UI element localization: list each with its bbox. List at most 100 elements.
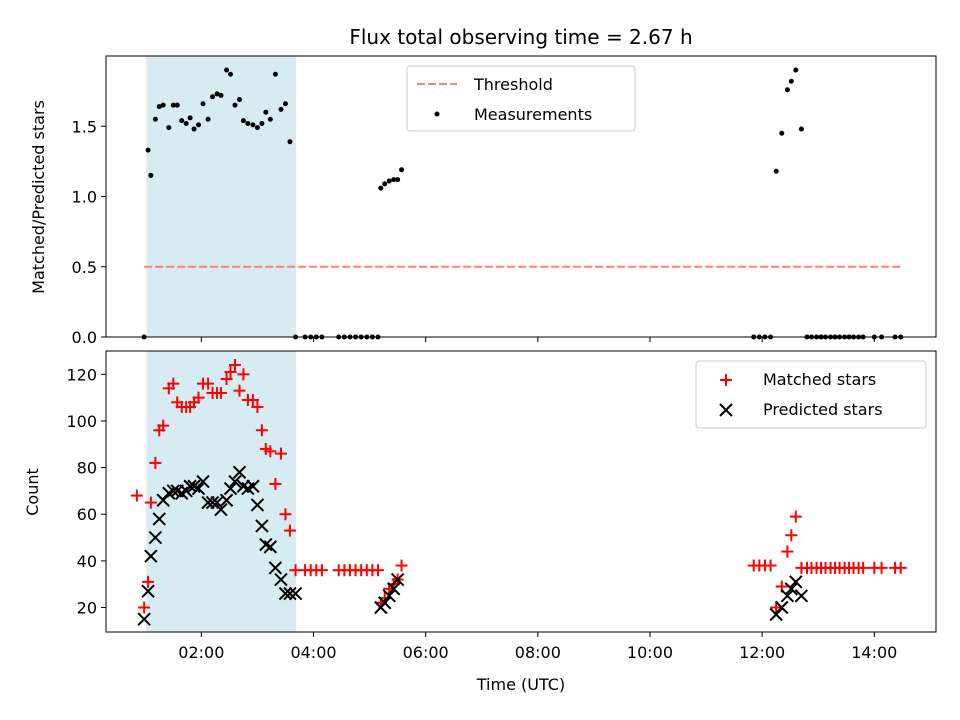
measurements-point: [391, 177, 397, 183]
matched-stars-point: [264, 445, 277, 458]
measurements-point: [200, 101, 206, 107]
ratio-y-axis-label: Matched/Predicted stars: [29, 100, 48, 294]
predicted-stars-point: [288, 586, 303, 601]
ratio-x-ticks: [200, 337, 875, 342]
measurements-point: [267, 116, 273, 122]
predicted-stars-point: [232, 465, 247, 479]
predicted-stars-point: [794, 589, 809, 603]
counts-y-axis-label: Count: [23, 468, 42, 516]
measurements-point: [272, 71, 278, 77]
y-tick-label: 0.5: [72, 258, 97, 277]
measurements-point: [386, 178, 392, 184]
measurements-point: [170, 102, 176, 108]
ratio-y-axis: 0.0 0.5 1.0 1.5: [72, 117, 106, 347]
measurements-point: [263, 109, 269, 115]
predicted-stars-point: [246, 479, 260, 493]
predicted-stars-point: [274, 572, 288, 587]
measurements-point: [395, 177, 401, 183]
observing-window-shade: [146, 56, 297, 337]
counts-y-axis: 20 40 60 80 100 120: [66, 365, 106, 618]
measurements-point: [232, 102, 238, 108]
matched-stars-point: [233, 384, 246, 397]
matched-stars-point: [894, 561, 907, 574]
predicted-stars-point: [214, 502, 228, 517]
matched-stars-point: [371, 564, 384, 577]
measurements-point: [278, 106, 284, 112]
counts-legend: Matched stars Predicted stars: [695, 360, 927, 429]
measurements-point: [399, 167, 405, 173]
matched-stars-legend-swatch: [720, 374, 732, 386]
measurements-point: [148, 172, 154, 178]
measurements-point: [382, 181, 388, 187]
x-tick-label: 04:00: [290, 643, 336, 662]
y-tick-label: 0.0: [72, 328, 97, 347]
matched-stars-point: [789, 510, 802, 523]
measurements-point: [183, 120, 189, 126]
x-tick-label: 12:00: [739, 643, 785, 662]
measurements-point: [240, 118, 246, 124]
measurements-point: [287, 139, 293, 145]
measurements-point: [779, 130, 785, 136]
matched-stars-point: [220, 372, 233, 385]
matched-stars-point: [130, 489, 143, 502]
x-tick-label: 10:00: [627, 643, 673, 662]
predicted-stars-point: [223, 481, 238, 496]
predicted-stars-point: [382, 589, 396, 603]
measurements-point: [259, 120, 265, 126]
measurements-point: [378, 185, 384, 191]
counts-plot-area: [130, 358, 907, 626]
matched-stars-point: [228, 358, 241, 371]
measurements-legend-swatch: [434, 111, 440, 117]
matched-stars-point: [315, 564, 328, 577]
x-axis-label: Time (UTC): [476, 675, 565, 694]
matched-stars-point: [279, 508, 292, 521]
predicted-stars-point: [789, 575, 803, 589]
predicted-stars-point: [148, 530, 163, 545]
matched-stars-point: [255, 424, 268, 437]
x-tick-label: 08:00: [515, 643, 561, 662]
matched-stars-point: [269, 477, 282, 490]
measurements-point: [228, 71, 233, 77]
predicted-stars-point: [283, 586, 297, 601]
predicted-stars-point: [141, 584, 155, 598]
matched-stars-point: [224, 365, 237, 378]
predicted-stars-point: [278, 586, 293, 601]
y-tick-label: 80: [77, 459, 97, 478]
predicted-stars-point: [144, 549, 158, 563]
predicted-stars-point: [183, 479, 197, 493]
y-tick-label: 40: [77, 552, 97, 571]
chart-title: Flux total observing time = 2.67 h: [349, 25, 692, 49]
matched-stars-point: [237, 368, 250, 381]
legend-measurements-label: Measurements: [474, 105, 592, 124]
predicted-stars-point: [137, 612, 151, 626]
predicted-stars-point: [255, 519, 269, 533]
y-tick-label: 60: [77, 505, 97, 524]
matched-stars-point: [192, 391, 205, 404]
measurements-point: [224, 67, 230, 73]
measurements-point: [282, 101, 288, 107]
matched-stars-point: [142, 575, 155, 588]
measurements-point: [254, 125, 260, 131]
matched-stars-point: [157, 419, 170, 432]
predicted-stars-point: [152, 512, 166, 526]
legend-matched-label: Matched stars: [763, 370, 876, 389]
predicted-stars-point: [191, 481, 206, 496]
measurements-point: [187, 115, 193, 121]
matched-stars-point: [274, 447, 287, 460]
matched-stars-point: [764, 559, 777, 572]
measurements-point: [152, 116, 158, 122]
measurements-point: [245, 120, 251, 126]
measurements-point: [250, 122, 256, 128]
predicted-stars-point: [780, 589, 795, 603]
x-tick-label: 06:00: [403, 643, 449, 662]
predicted-stars-point: [263, 540, 278, 554]
counts-panel: 20 40 60 80 100 120 02:00 04:00 06:00 08:00 10:00…: [23, 350, 937, 694]
matched-stars-point: [770, 601, 783, 614]
matched-stars-point: [202, 377, 215, 390]
measurements-point: [196, 122, 202, 128]
measurements-point: [218, 92, 224, 98]
legend-predicted-label: Predicted stars: [763, 400, 883, 419]
predicted-stars-point: [205, 495, 220, 510]
measurements-point: [160, 102, 166, 108]
matched-stars-point: [144, 496, 157, 509]
